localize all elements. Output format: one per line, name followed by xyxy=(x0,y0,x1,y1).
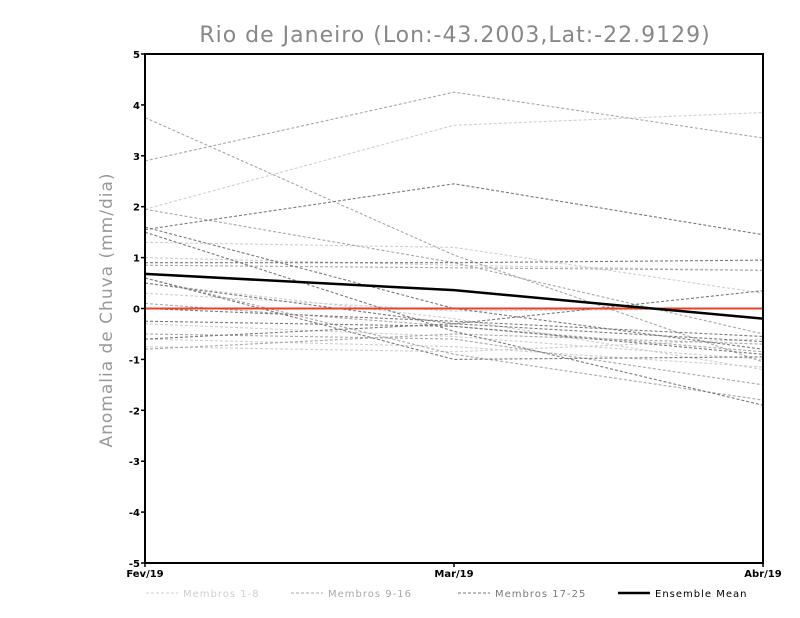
y-tick-label: 0 xyxy=(133,305,140,316)
member-line-group1-5 xyxy=(144,323,764,360)
member-line-group3-2 xyxy=(144,226,764,350)
legend: Membros 1-8 Membros 9-16 Membros 17-25 Ense… xyxy=(146,589,747,600)
y-tick-label: 1 xyxy=(133,254,140,265)
member-line-group2-8 xyxy=(144,277,764,401)
member-line-group2-3 xyxy=(144,208,764,335)
y-tick-label: -2 xyxy=(129,406,140,417)
member-line-group2-2 xyxy=(144,117,764,363)
member-line-group2-1 xyxy=(144,91,764,162)
y-tick-label: -4 xyxy=(129,508,140,519)
chart-title: Rio de Janeiro (Lon:-43.2003,Lat:-22.912… xyxy=(199,23,710,48)
y-tick-label: 5 xyxy=(133,50,140,61)
y-tick-label: 2 xyxy=(133,203,140,214)
member-line-group1-6 xyxy=(144,338,764,368)
member-line-group3-7 xyxy=(144,323,764,343)
ensemble-mean-line xyxy=(144,272,764,320)
y-tick-label: 4 xyxy=(133,101,140,112)
legend-label: Membros 9-16 xyxy=(328,589,412,600)
member-line-group1-2 xyxy=(144,241,764,294)
member-line-group2-6 xyxy=(144,333,764,386)
member-line-group2-5 xyxy=(144,302,764,353)
y-tick-label: -5 xyxy=(129,559,140,570)
y-tick-label: -3 xyxy=(129,457,140,468)
legend-label: Ensemble Mean xyxy=(655,589,747,600)
member-line-group1-3 xyxy=(144,257,764,271)
member-line-group3-4 xyxy=(144,282,764,325)
x-tick-label: Mar/19 xyxy=(434,569,473,580)
x-tick-label: Fev/19 xyxy=(126,569,163,580)
y-tick-label: 3 xyxy=(133,152,140,163)
y-axis-label: Anomalia de Chuva (mm/dia) xyxy=(97,172,117,447)
member-line-group2-7 xyxy=(144,333,764,350)
member-line-group3-3 xyxy=(145,259,764,264)
member-line-group1-1 xyxy=(144,111,764,210)
member-line-group1-8 xyxy=(144,282,764,371)
x-tick-label: Abr/19 xyxy=(744,569,781,580)
member-line-group3-6 xyxy=(144,320,764,355)
member-line-group2-4 xyxy=(144,264,764,271)
member-line-group3-8 xyxy=(144,231,764,406)
legend-label: Membros 1-8 xyxy=(183,589,260,600)
member-line-group3-9 xyxy=(144,277,764,360)
legend-label: Membros 17-25 xyxy=(495,589,586,600)
y-tick-label: -1 xyxy=(129,355,140,366)
member-line-group3-1 xyxy=(144,183,764,236)
member-line-group3-5 xyxy=(144,307,764,338)
